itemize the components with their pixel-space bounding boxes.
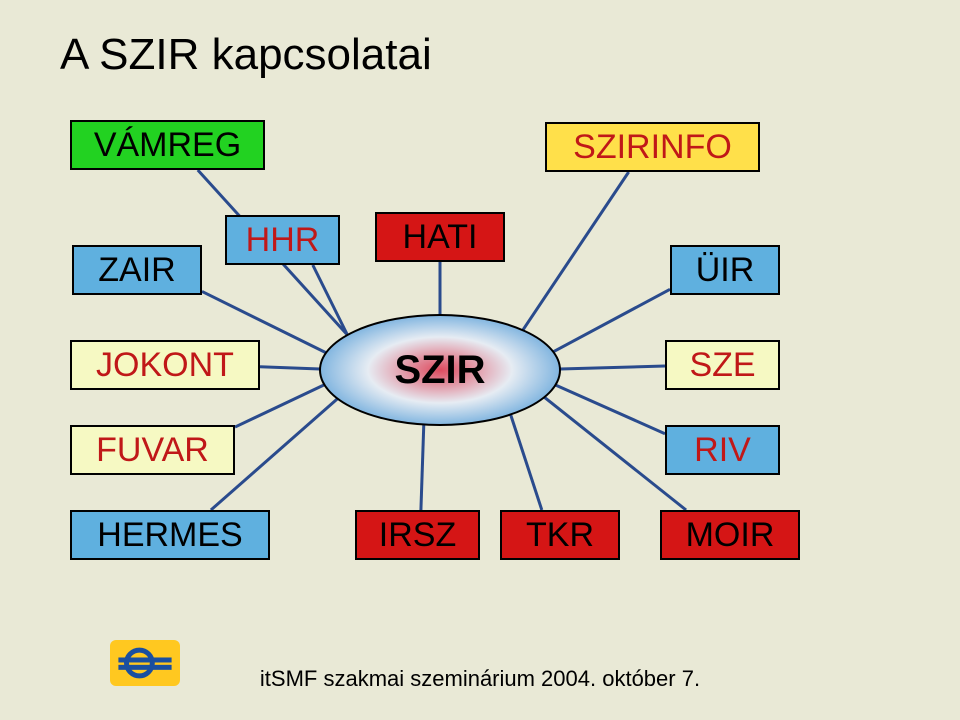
edge-jokont-center — [260, 367, 320, 369]
node-uir: ÜIR — [670, 245, 780, 295]
node-hhr: HHR — [225, 215, 340, 265]
edge-riv-center — [555, 385, 665, 434]
node-szirinfo: SZIRINFO — [545, 122, 760, 172]
slide: A SZIR kapcsolatai VÁMREGSZIRINFOHHRHATI… — [0, 0, 960, 720]
node-jokont: JOKONT — [70, 340, 260, 390]
edge-irsz-center — [421, 424, 424, 510]
edge-sze-center — [560, 366, 665, 369]
footer-text: itSMF szakmai szeminárium 2004. október … — [0, 666, 960, 692]
node-zair: ZAIR — [72, 245, 202, 295]
node-hermes: HERMES — [70, 510, 270, 560]
node-fuvar: FUVAR — [70, 425, 235, 475]
node-vamreg: VÁMREG — [70, 120, 265, 170]
node-moir: MOIR — [660, 510, 800, 560]
edge-szirinfo-center — [523, 172, 629, 330]
edge-tkr-center — [511, 414, 542, 510]
node-irsz: IRSZ — [355, 510, 480, 560]
center-label: SZIR — [320, 315, 560, 425]
node-hati: HATI — [375, 212, 505, 262]
node-sze: SZE — [665, 340, 780, 390]
node-riv: RIV — [665, 425, 780, 475]
node-tkr: TKR — [500, 510, 620, 560]
edge-uir-center — [553, 289, 670, 351]
